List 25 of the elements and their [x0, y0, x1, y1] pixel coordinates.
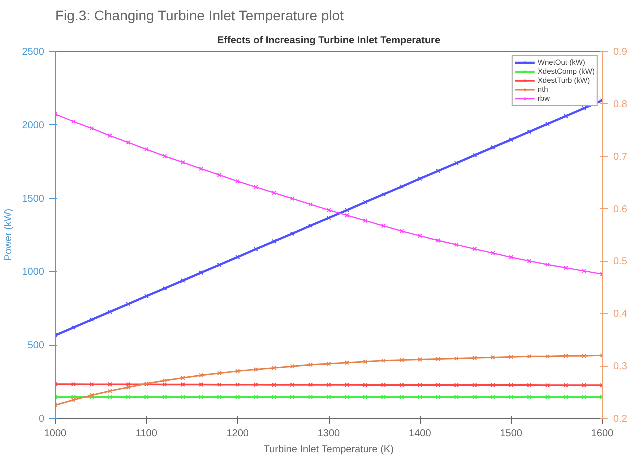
- x-tick-label: 1000: [44, 428, 68, 440]
- y-tick-label: 500: [28, 340, 45, 352]
- caption: Fig.3: Changing Turbine Inlet Temperature plot: [56, 8, 344, 24]
- y-tick-label: 1500: [22, 194, 45, 205]
- x-axis-title: Turbine Inlet Temperature (K): [264, 444, 394, 456]
- y2-tick-label: 0.5: [614, 256, 628, 268]
- y2-tick-label: 0.3: [614, 362, 628, 373]
- y2-tick-label: 0.7: [614, 152, 628, 163]
- y-tick-label: 2500: [22, 47, 45, 58]
- x-tick-label: 1500: [500, 428, 523, 440]
- x-tick-label: 1200: [226, 428, 250, 440]
- x-tick-label: 1600: [591, 428, 614, 440]
- y2-tick-label: 0.8: [614, 99, 628, 110]
- y-tick-label: 2000: [22, 120, 45, 132]
- y-axis-title: Power (kW): [3, 208, 14, 262]
- x-tick-label: 1400: [409, 428, 432, 440]
- chart-title: Effects of Increasing Turbine Inlet Temperature: [217, 36, 441, 46]
- y-tick-label: 1000: [22, 267, 45, 278]
- x-tick-label: 1100: [136, 428, 158, 440]
- y2-tick-label: 0.2: [614, 414, 628, 425]
- x-tick-label: 1300: [318, 428, 341, 440]
- y2-tick-label: 0.4: [614, 309, 628, 320]
- y-tick-label: 0: [38, 414, 45, 425]
- y2-tick-label: 0.9: [614, 47, 628, 58]
- y2-tick-label: 0.6: [614, 204, 628, 216]
